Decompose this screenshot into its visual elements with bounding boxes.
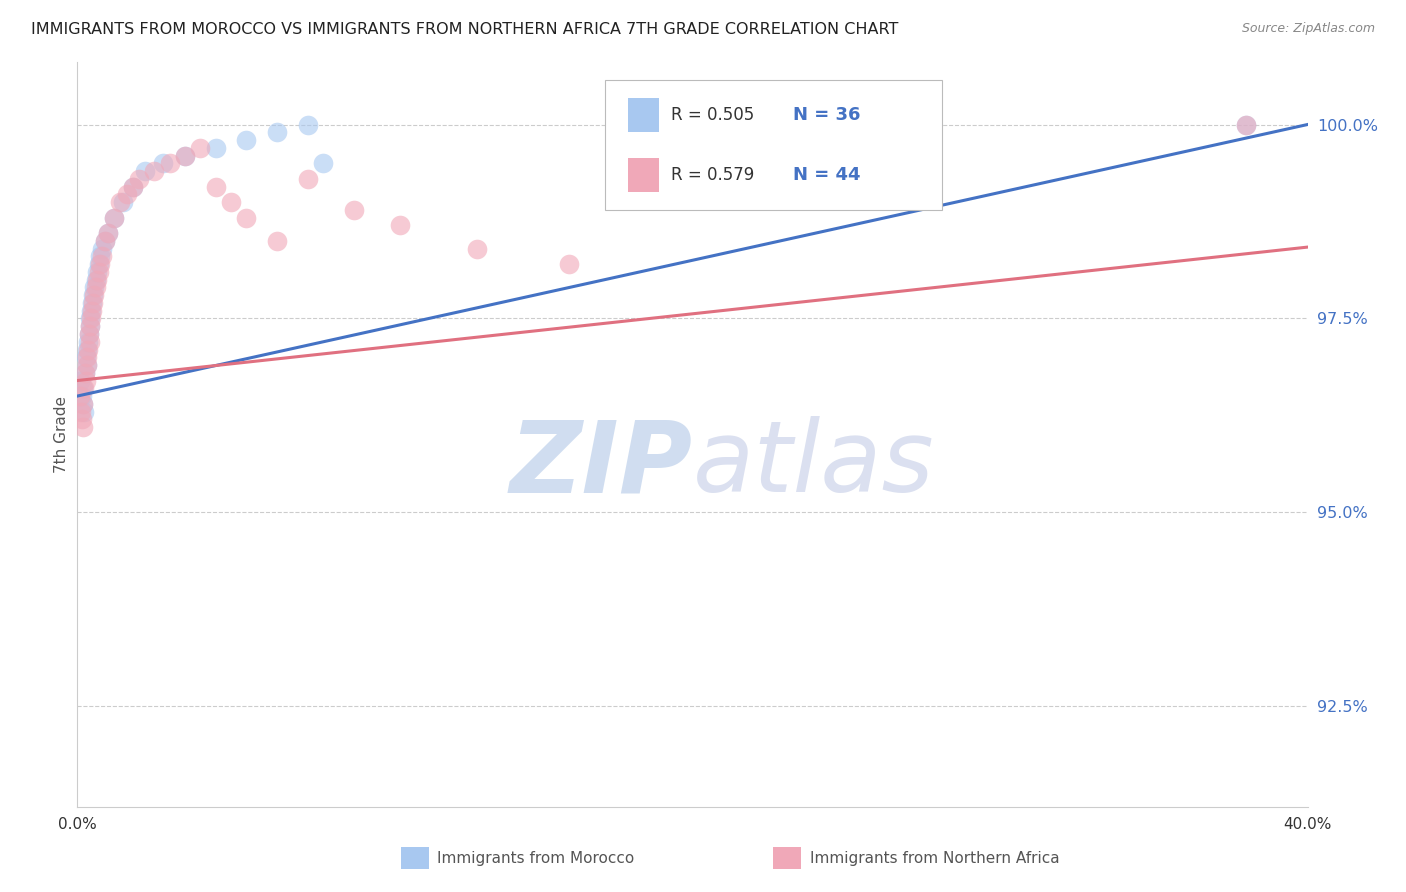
Point bbox=[80, 311, 103, 326]
Point bbox=[70, 412, 93, 426]
Text: R = 0.505: R = 0.505 bbox=[671, 106, 754, 124]
Text: Immigrants from Morocco: Immigrants from Morocco bbox=[437, 851, 634, 865]
Point bbox=[87, 265, 110, 279]
Text: ZIP: ZIP bbox=[509, 417, 693, 513]
Point bbox=[72, 420, 94, 434]
Point bbox=[558, 257, 581, 271]
Point bbox=[174, 148, 197, 162]
Point bbox=[90, 242, 114, 256]
Point bbox=[76, 358, 98, 372]
Point bbox=[235, 133, 257, 147]
Text: IMMIGRANTS FROM MOROCCO VS IMMIGRANTS FROM NORTHERN AFRICA 7TH GRADE CORRELATION: IMMIGRANTS FROM MOROCCO VS IMMIGRANTS FR… bbox=[31, 22, 898, 37]
Point bbox=[235, 211, 257, 225]
Point bbox=[82, 288, 104, 302]
Point bbox=[77, 334, 100, 349]
Point bbox=[89, 249, 111, 263]
Point bbox=[128, 171, 150, 186]
Point bbox=[82, 303, 104, 318]
Point bbox=[83, 288, 105, 302]
Point bbox=[110, 195, 132, 210]
Point bbox=[94, 234, 117, 248]
Point bbox=[73, 366, 96, 380]
Point bbox=[69, 374, 91, 388]
Point bbox=[73, 381, 96, 395]
Point bbox=[143, 164, 166, 178]
Point bbox=[465, 242, 488, 256]
Point bbox=[297, 171, 319, 186]
Point bbox=[76, 358, 98, 372]
Point bbox=[77, 343, 100, 357]
Point bbox=[152, 156, 174, 170]
Point bbox=[204, 179, 226, 194]
Point bbox=[69, 389, 91, 403]
Point bbox=[297, 118, 319, 132]
Point bbox=[79, 319, 101, 334]
Point bbox=[76, 343, 98, 357]
Point bbox=[115, 187, 138, 202]
Point bbox=[87, 257, 110, 271]
Point bbox=[86, 265, 108, 279]
Point bbox=[266, 234, 288, 248]
Point bbox=[94, 234, 117, 248]
Point bbox=[75, 351, 97, 365]
Point bbox=[82, 296, 104, 310]
Point bbox=[1234, 118, 1257, 132]
Point bbox=[75, 374, 97, 388]
Point bbox=[84, 280, 107, 294]
Point bbox=[134, 164, 156, 178]
Point bbox=[80, 303, 103, 318]
Point bbox=[86, 273, 108, 287]
Point bbox=[312, 156, 335, 170]
Point bbox=[204, 141, 226, 155]
Text: Source: ZipAtlas.com: Source: ZipAtlas.com bbox=[1241, 22, 1375, 36]
Text: R = 0.579: R = 0.579 bbox=[671, 166, 754, 184]
Point bbox=[190, 141, 212, 155]
Point bbox=[79, 311, 101, 326]
Point bbox=[90, 249, 114, 263]
Point bbox=[72, 381, 94, 395]
Point bbox=[121, 179, 143, 194]
Point bbox=[121, 179, 143, 194]
Point bbox=[343, 202, 366, 217]
Text: Immigrants from Northern Africa: Immigrants from Northern Africa bbox=[810, 851, 1060, 865]
Point bbox=[83, 280, 105, 294]
Text: atlas: atlas bbox=[693, 417, 934, 513]
Point bbox=[159, 156, 181, 170]
Point bbox=[266, 125, 288, 139]
Point bbox=[73, 404, 96, 418]
Point bbox=[112, 195, 135, 210]
Point bbox=[97, 226, 120, 240]
Point bbox=[97, 226, 120, 240]
Point bbox=[1234, 118, 1257, 132]
Point bbox=[82, 296, 104, 310]
Point bbox=[84, 273, 107, 287]
Point bbox=[103, 211, 125, 225]
Point bbox=[77, 326, 100, 341]
Point bbox=[79, 319, 101, 334]
Text: N = 44: N = 44 bbox=[793, 166, 860, 184]
Text: N = 36: N = 36 bbox=[793, 106, 860, 124]
Point bbox=[77, 326, 100, 341]
Point bbox=[219, 195, 242, 210]
Point bbox=[79, 334, 101, 349]
Point bbox=[72, 397, 94, 411]
Y-axis label: 7th Grade: 7th Grade bbox=[53, 396, 69, 474]
Point bbox=[103, 211, 125, 225]
Point bbox=[389, 219, 412, 233]
Point bbox=[73, 366, 96, 380]
Point bbox=[72, 397, 94, 411]
Point bbox=[174, 148, 197, 162]
Point bbox=[70, 389, 93, 403]
Point bbox=[70, 404, 93, 418]
Point bbox=[76, 351, 98, 365]
Point bbox=[89, 257, 111, 271]
